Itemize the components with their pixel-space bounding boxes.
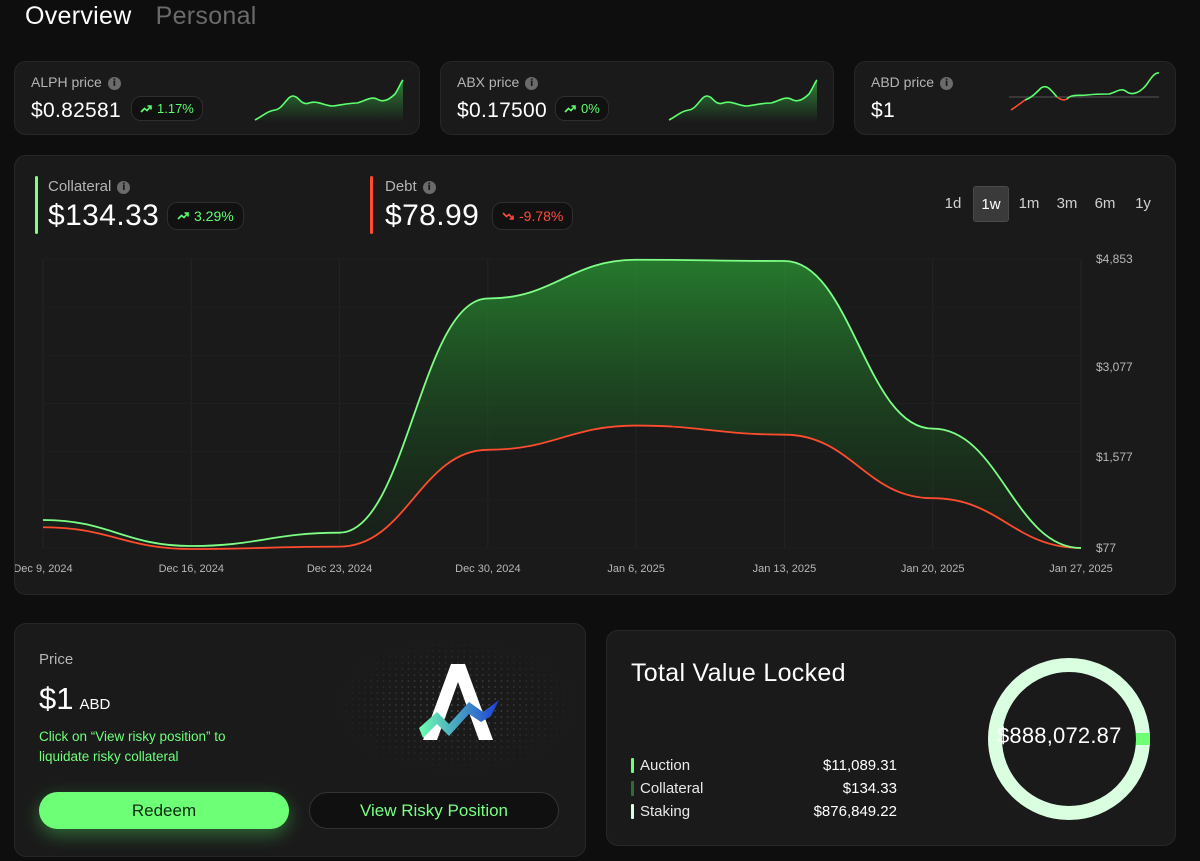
tvl-row-auction: Auction $11,089.31: [631, 757, 897, 774]
tvl-row-staking: Staking $876,849.22: [631, 803, 897, 820]
x-axis-tick-label: Dec 30, 2024: [455, 563, 520, 575]
collateral-indicator: [35, 176, 38, 234]
debt-change-value: -9.78%: [519, 208, 564, 224]
redeem-card: Price $1 ABD Click on “View risky positio…: [14, 623, 586, 857]
tvl-staking-label: Staking: [640, 803, 691, 820]
staking-color-tick: [631, 804, 634, 819]
info-icon[interactable]: i: [117, 180, 131, 194]
x-axis-tick-label: Dec 16, 2024: [159, 563, 224, 575]
collateral-label: Collateral: [48, 178, 112, 195]
abd-sparkline: [1009, 72, 1160, 111]
abx-price-card: ABX price i $0.17500 0%: [440, 61, 834, 135]
dot-grid-decoration: [339, 644, 571, 772]
range-1w-button[interactable]: 1w: [973, 186, 1009, 222]
alph-change-badge: 1.17%: [131, 96, 203, 121]
x-axis-tick-label: Dec 23, 2024: [307, 563, 372, 575]
x-axis-tick-label: Jan 13, 2025: [753, 563, 817, 575]
info-icon[interactable]: i: [940, 76, 954, 90]
tvl-auction-label: Auction: [640, 757, 691, 774]
alph-change-value: 1.17%: [157, 101, 194, 116]
tvl-title: Total Value Locked: [631, 659, 846, 687]
debt-change-badge: -9.78%: [492, 202, 574, 230]
x-axis-tick-label: Jan 6, 2025: [607, 563, 665, 575]
tvl-row-label-wrap: Staking: [631, 803, 690, 820]
price-label: Price: [39, 651, 74, 668]
alph-sparkline: [254, 79, 404, 122]
risky-hint-text: Click on “View risky position” to liquid…: [39, 729, 226, 764]
y-axis-tick-label: $1,577: [1096, 450, 1133, 464]
view-tabs: Overview Personal: [25, 0, 257, 34]
alph-price-value: $0.82581: [31, 99, 121, 122]
x-axis-tick-label: Dec 9, 2024: [15, 563, 73, 575]
collateral-debt-chart[interactable]: Dec 9, 2024 Dec 16, 2024 Dec 23, 2024 Dec 3…: [15, 156, 1177, 596]
info-icon[interactable]: i: [422, 180, 436, 194]
range-1m-button[interactable]: 1m: [1018, 195, 1040, 212]
y-axis-tick-label: $77: [1096, 541, 1116, 555]
y-axis-tick-label: $3,077: [1096, 360, 1133, 374]
trend-down-icon: [502, 212, 514, 220]
collateral-color-tick: [631, 781, 634, 796]
range-1d-button[interactable]: 1d: [944, 195, 962, 212]
abx-price-label-wrap: ABX price i: [457, 74, 539, 90]
tvl-row-label-wrap: Auction: [631, 757, 690, 774]
view-risky-position-button[interactable]: View Risky Position: [309, 792, 559, 829]
alph-price-card: ALPH price i $0.82581 1.17%: [14, 61, 420, 135]
trend-up-icon: [177, 212, 189, 220]
trend-up-icon: [140, 104, 152, 113]
debt-value: $78.99: [385, 199, 480, 232]
tvl-collateral-value: $134.33: [842, 780, 897, 797]
tvl-staking-value: $876,849.22: [813, 803, 897, 820]
redeem-button[interactable]: Redeem: [39, 792, 289, 829]
abd-price-label: ABD price: [871, 74, 935, 90]
collateral-change-value: 3.29%: [194, 208, 234, 224]
debt-series-line: [42, 424, 1082, 550]
alph-price-label: ALPH price: [31, 74, 102, 90]
debt-label-wrap: Debt i: [385, 178, 436, 195]
x-axis-tick-label: Jan 20, 2025: [901, 563, 965, 575]
abd-unit: ABD: [79, 696, 111, 713]
trend-up-icon: [564, 104, 576, 113]
abx-price-label: ABX price: [457, 74, 520, 90]
alph-price-label-wrap: ALPH price i: [31, 74, 121, 90]
collateral-series-line: [42, 258, 1082, 549]
abx-sparkline: [668, 79, 818, 122]
tvl-donut-chart: [988, 658, 1150, 820]
range-3m-button[interactable]: 3m: [1056, 195, 1078, 212]
tvl-auction-value: $11,089.31: [823, 757, 897, 774]
y-axis-tick-label: $4,853: [1096, 252, 1133, 266]
abd-price-label-wrap: ABD price i: [871, 74, 954, 90]
tab-overview[interactable]: Overview: [25, 2, 132, 30]
tab-personal[interactable]: Personal: [155, 2, 257, 30]
collateral-change-badge: 3.29%: [167, 202, 244, 230]
collateral-area-fill: [43, 259, 1081, 550]
tvl-total-value: $888,072.87: [997, 723, 1122, 748]
auction-color-tick: [631, 758, 634, 773]
collateral-label-wrap: Collateral i: [48, 178, 131, 195]
abd-price-amount: $1: [39, 681, 74, 716]
x-axis-tick-label: Jan 27, 2025: [1049, 563, 1113, 575]
abx-price-value: $0.17500: [457, 99, 547, 122]
debt-indicator: [370, 176, 373, 234]
debt-label: Debt: [385, 178, 417, 195]
abd-price-value: $1: [871, 99, 895, 122]
tvl-collateral-label: Collateral: [640, 780, 704, 797]
range-6m-button[interactable]: 6m: [1094, 195, 1116, 212]
tvl-card: Total Value Locked Auction $11,089.31 Co…: [606, 630, 1176, 846]
range-1y-button[interactable]: 1y: [1135, 195, 1151, 212]
collateral-debt-card: Collateral i $134.33 3.29% Debt i $78.99 -…: [14, 155, 1176, 595]
abx-change-badge: 0%: [555, 96, 609, 121]
abx-change-value: 0%: [581, 101, 600, 116]
abd-price-card: ABD price i $1: [854, 61, 1176, 135]
tvl-row-label-wrap: Collateral: [631, 780, 703, 797]
abd-price-display: $1 ABD: [39, 681, 110, 717]
info-icon[interactable]: i: [107, 76, 121, 90]
info-icon[interactable]: i: [525, 76, 539, 90]
collateral-value: $134.33: [48, 199, 160, 232]
time-range-selector: 1d 1w 1m 3m 6m 1y: [935, 186, 1161, 222]
alephium-logo-icon: [419, 664, 499, 740]
tvl-row-collateral: Collateral $134.33: [631, 780, 897, 797]
